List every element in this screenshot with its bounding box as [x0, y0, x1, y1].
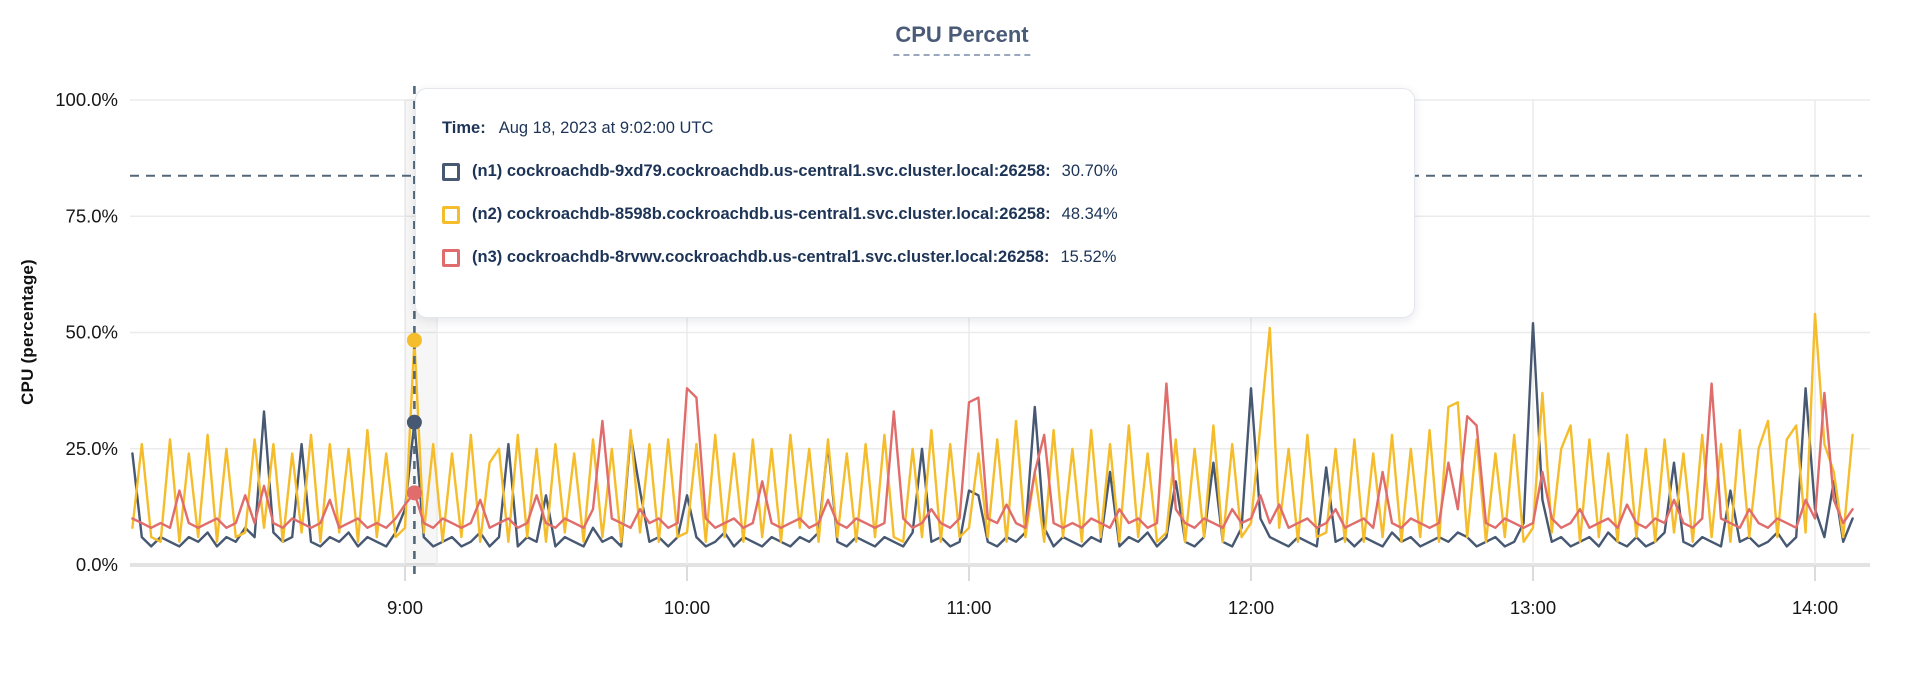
svg-text:9:00: 9:00: [387, 597, 423, 618]
svg-text:11:00: 11:00: [947, 597, 992, 618]
tooltip-row-n1: (n1) cockroachdb-9xd79.cockroachdb.us-ce…: [442, 160, 1394, 183]
tooltip-time-value: Aug 18, 2023 at 9:02:00 UTC: [498, 119, 714, 137]
tooltip-time-label: Time:: [442, 119, 486, 137]
series-value-n2: 48.34%: [1061, 205, 1118, 223]
series-value-n1: 30.70%: [1061, 162, 1118, 180]
svg-text:50.0%: 50.0%: [66, 322, 118, 343]
series-label-n3: (n3) cockroachdb-8rvwv.cockroachdb.us-ce…: [472, 248, 1050, 266]
series-marker-n1-icon: [442, 162, 460, 181]
svg-text:14:00: 14:00: [1792, 597, 1838, 618]
series-value-n3: 15.52%: [1060, 248, 1117, 266]
svg-text:13:00: 13:00: [1510, 597, 1556, 618]
tooltip-row-n2: (n2) cockroachdb-8598b.cockroachdb.us-ce…: [442, 203, 1394, 226]
series-label-n1: (n1) cockroachdb-9xd79.cockroachdb.us-ce…: [472, 162, 1051, 180]
series-marker-n3-icon: [442, 248, 460, 267]
svg-text:25.0%: 25.0%: [66, 438, 118, 459]
series-label-n2: (n2) cockroachdb-8598b.cockroachdb.us-ce…: [472, 205, 1051, 223]
svg-text:75.0%: 75.0%: [66, 205, 118, 226]
chart-title: CPU Percent: [893, 22, 1031, 56]
tooltip-row-n3: (n3) cockroachdb-8rvwv.cockroachdb.us-ce…: [442, 246, 1394, 269]
svg-text:0.0%: 0.0%: [76, 554, 118, 575]
svg-text:10:00: 10:00: [664, 597, 710, 618]
svg-text:12:00: 12:00: [1228, 597, 1274, 618]
tooltip-time-row: Time: Aug 18, 2023 at 9:02:00 UTC: [442, 117, 1394, 140]
series-marker-n2-icon: [442, 205, 460, 224]
svg-text:100.0%: 100.0%: [55, 89, 118, 110]
hover-tooltip: Time: Aug 18, 2023 at 9:02:00 UTC (n1) c…: [415, 88, 1415, 318]
